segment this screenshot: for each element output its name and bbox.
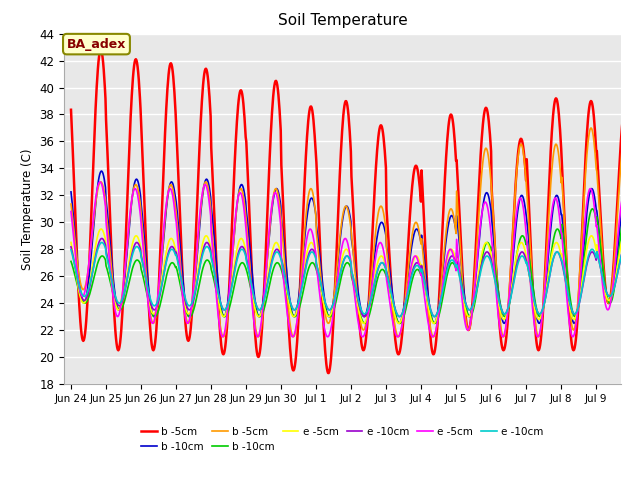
- e -5cm: [171, 244, 179, 250]
- b -5cm: [627, 140, 635, 145]
- e -5cm: [609, 290, 616, 296]
- e -5cm: [67, 240, 75, 245]
- e -10cm: [98, 236, 106, 241]
- Text: BA_adex: BA_adex: [67, 37, 126, 50]
- b -5cm: [172, 110, 179, 116]
- b -5cm: [600, 274, 608, 280]
- b -10cm: [300, 287, 307, 292]
- e -5cm: [627, 239, 635, 245]
- e -5cm: [627, 217, 635, 223]
- b -10cm: [94, 260, 102, 265]
- Title: Soil Temperature: Soil Temperature: [278, 13, 407, 28]
- Line: e -5cm: e -5cm: [71, 182, 631, 337]
- e -5cm: [609, 281, 617, 287]
- e -5cm: [300, 270, 307, 276]
- b -10cm: [300, 241, 308, 247]
- b -5cm: [67, 201, 75, 207]
- b -5cm: [171, 201, 179, 206]
- b -10cm: [600, 273, 608, 279]
- e -5cm: [398, 324, 406, 330]
- Y-axis label: Soil Temperature (C): Soil Temperature (C): [20, 148, 34, 270]
- b -5cm: [97, 47, 105, 53]
- e -5cm: [623, 226, 630, 232]
- b -5cm: [622, 125, 630, 131]
- e -5cm: [600, 284, 608, 289]
- b -5cm: [300, 189, 308, 195]
- b -10cm: [609, 295, 616, 300]
- b -5cm: [399, 330, 406, 336]
- b -10cm: [361, 321, 369, 326]
- e -10cm: [172, 251, 179, 256]
- b -10cm: [627, 204, 635, 210]
- e -10cm: [600, 280, 608, 286]
- b -10cm: [67, 259, 75, 264]
- b -5cm: [609, 278, 616, 284]
- Line: e -10cm: e -10cm: [71, 242, 631, 317]
- e -10cm: [300, 272, 308, 277]
- b -10cm: [94, 181, 102, 187]
- Line: e -5cm: e -5cm: [71, 229, 631, 324]
- b -10cm: [398, 319, 406, 325]
- Line: b -10cm: b -10cm: [71, 171, 631, 324]
- Line: b -5cm: b -5cm: [71, 50, 631, 373]
- b -5cm: [67, 107, 75, 113]
- e -5cm: [398, 316, 406, 322]
- e -10cm: [627, 247, 635, 252]
- e -5cm: [94, 183, 102, 189]
- e -5cm: [600, 296, 608, 302]
- b -5cm: [300, 241, 307, 247]
- e -5cm: [300, 255, 308, 261]
- e -10cm: [623, 240, 631, 245]
- e -10cm: [171, 251, 179, 256]
- e -5cm: [94, 232, 102, 238]
- e -10cm: [609, 288, 617, 294]
- Line: b -10cm: b -10cm: [71, 202, 631, 324]
- e -10cm: [94, 246, 102, 252]
- e -5cm: [97, 179, 104, 185]
- b -10cm: [570, 321, 578, 326]
- b -5cm: [94, 186, 102, 192]
- e -10cm: [397, 312, 405, 318]
- e -10cm: [67, 244, 75, 250]
- e -10cm: [609, 289, 616, 295]
- b -5cm: [609, 267, 617, 273]
- Line: b -5cm: b -5cm: [71, 128, 631, 337]
- e -10cm: [300, 276, 307, 282]
- b -5cm: [325, 370, 333, 376]
- b -10cm: [609, 287, 617, 292]
- e -5cm: [172, 216, 179, 221]
- e -5cm: [67, 209, 75, 215]
- b -10cm: [97, 168, 105, 174]
- b -10cm: [623, 199, 631, 205]
- b -10cm: [67, 189, 75, 195]
- e -10cm: [398, 312, 406, 317]
- e -10cm: [94, 243, 102, 249]
- b -5cm: [397, 327, 405, 333]
- Legend: b -5cm, b -10cm, b -5cm, b -10cm, e -5cm, e -10cm, e -5cm, e -10cm: b -5cm, b -10cm, b -5cm, b -10cm, e -5cm…: [137, 422, 548, 456]
- b -5cm: [627, 161, 635, 167]
- b -5cm: [534, 334, 542, 340]
- e -10cm: [67, 247, 75, 252]
- Line: e -10cm: e -10cm: [71, 239, 631, 317]
- e -5cm: [499, 334, 507, 340]
- b -5cm: [94, 66, 102, 72]
- e -10cm: [431, 314, 438, 320]
- b -10cm: [398, 315, 406, 321]
- b -10cm: [172, 196, 179, 202]
- e -10cm: [627, 247, 635, 252]
- e -10cm: [600, 283, 608, 288]
- b -10cm: [627, 211, 635, 216]
- b -5cm: [600, 271, 608, 276]
- e -5cm: [395, 321, 403, 326]
- e -10cm: [431, 314, 438, 320]
- b -10cm: [600, 280, 608, 286]
- b -10cm: [171, 263, 179, 269]
